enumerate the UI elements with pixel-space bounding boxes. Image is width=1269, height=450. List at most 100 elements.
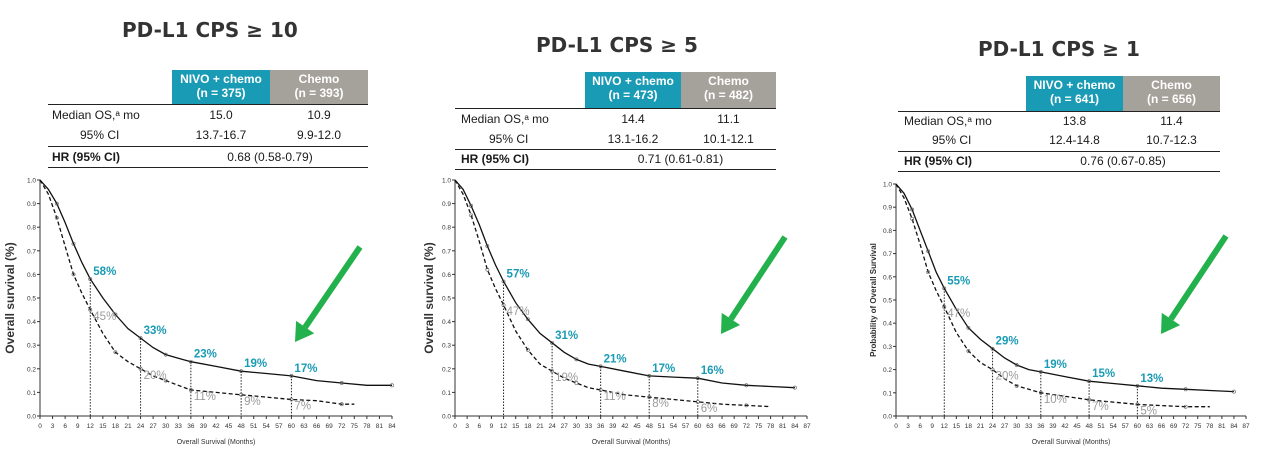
y-tick-label: 0.9 [442,201,451,208]
ci-label: 95% CI [489,132,529,146]
green-arrow-icon [1161,234,1229,334]
y-tick-label: 0.3 [27,343,36,350]
hr-label: HR (95% CI) [904,154,973,168]
censor-mark [501,279,506,284]
y-axis-label: Probability of Overall Survival [869,243,878,357]
y-tick-label: 0.7 [27,248,36,255]
green-arrow-icon [295,245,363,342]
y-tick-label: 0.1 [442,390,451,397]
censor-mark [598,364,603,369]
os-table: NIVO + chemo (n = 375) Chemo (n = 393) Med… [48,70,368,170]
ci-nivo: 13.1-16.2 [607,132,659,146]
y-tick-label: 0.5 [442,296,451,303]
x-tick-label: 84 [1230,423,1238,430]
y-tick-label: 0.8 [883,228,892,235]
censor-mark [1232,389,1236,394]
x-tick-label: 18 [524,423,532,430]
censor-mark [138,366,143,371]
x-tick-label: 48 [238,423,246,430]
chemo-milestone-label: 47% [947,308,970,320]
x-tick-label: 30 [1013,423,1021,430]
x-tick-label: 24 [548,423,556,430]
nivo-milestone-label: 31% [555,330,578,342]
median-chemo: 11.1 [717,112,740,126]
y-tick-label: 0.0 [883,414,892,421]
censor-mark [695,399,700,404]
nivo-milestone-label: 21% [604,353,627,365]
y-tick-label: 0.9 [27,201,36,208]
y-tick-label: 0.7 [442,248,451,255]
censor-mark [113,312,118,317]
x-tick-label: 0 [894,423,898,430]
x-tick-label: 51 [1098,423,1106,430]
nivo-milestone-label: 33% [144,325,167,337]
x-tick-label: 75 [1194,423,1202,430]
x-tick-label: 60 [288,423,296,430]
x-tick-label: 9 [490,423,494,430]
censor-mark [1038,370,1043,374]
x-tick-label: 60 [1134,423,1142,430]
y-tick-label: 0.2 [442,366,451,373]
x-tick-label: 9 [76,423,80,430]
y-tick-label: 0.1 [27,390,36,397]
chemo-milestone-label: 45% [93,311,116,323]
nivo-header: NIVO + chemo (n = 375) [172,70,270,104]
x-tick-label: 42 [621,423,629,430]
censor-mark [469,204,474,208]
x-tick-label: 21 [124,423,132,430]
censor-mark [469,213,474,218]
censor-mark [485,267,490,272]
censor-mark [71,241,76,246]
censor-mark [289,373,294,378]
x-tick-label: 12 [500,423,508,430]
x-tick-label: 66 [718,423,726,430]
nivo-milestone-label: 17% [652,363,675,375]
chemo-milestone-label: 11% [194,391,216,403]
x-tick-label: 42 [212,423,220,430]
chemo-milestone-label: 10% [1044,394,1067,406]
chemo-milestone-label: 7% [1092,401,1109,413]
ci-label: 95% CI [932,133,972,147]
x-tick-label: 0 [453,423,457,430]
x-tick-label: 48 [646,423,654,430]
y-tick-label: 0.1 [883,390,892,397]
ci-label: 95% CI [80,128,120,142]
censor-mark [188,388,193,392]
censor-mark [289,397,294,402]
censor-mark [88,277,93,282]
censor-mark [1014,363,1019,367]
ci-chemo: 10.1-12.1 [703,132,754,146]
x-tick-label: 72 [1182,423,1190,430]
censor-mark [138,336,143,341]
x-tick-label: 6 [63,423,67,430]
x-tick-label: 12 [941,423,949,430]
km-chart: 0.00.10.20.30.40.50.60.70.80.91.00 3 6 9 12 1… [869,182,1250,447]
censor-mark [550,369,555,374]
x-tick-label: 81 [1218,423,1226,430]
x-tick-label: 75 [351,423,359,430]
table-rule [48,167,368,168]
censor-mark [525,348,530,352]
censor-mark [1183,404,1188,409]
y-tick-label: 1.0 [442,178,451,185]
median-label: Median OS,ᵃ mo [461,112,549,126]
x-tick-label: 87 [803,423,811,430]
nivo-milestone-label: 23% [194,349,217,361]
nivo-header: NIVO + chemo (n = 473) [585,72,681,108]
x-tick-label: 21 [536,423,544,430]
nivo-chemo-curve [39,179,392,386]
y-tick-label: 0.5 [883,298,892,305]
censor-mark [1014,383,1019,388]
chemo-milestone-label: 19% [555,372,578,384]
x-tick-label: 63 [1146,423,1154,430]
nivo-milestone-label: 55% [947,275,970,287]
km-chart: 0.00.10.20.30.40.50.60.70.80.91.00 3 6 9 12 1… [3,178,396,447]
y-tick-label: 0.4 [27,319,36,326]
hr-label: HR (95% CI) [52,150,121,164]
x-tick-label: 45 [633,423,641,430]
nivo-milestone-label: 19% [1044,359,1067,371]
x-tick-label: 72 [338,423,346,430]
y-tick-label: 0.7 [883,251,892,258]
x-tick-label: 30 [573,423,581,430]
censor-mark [744,383,749,388]
